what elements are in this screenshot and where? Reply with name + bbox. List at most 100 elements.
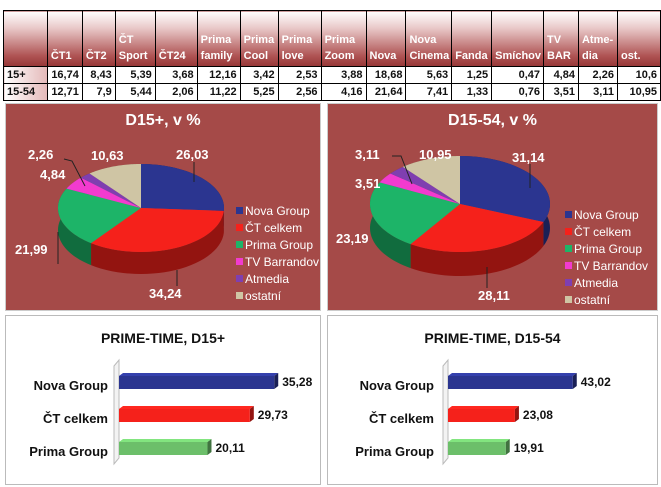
data-label: 43,02 — [581, 375, 611, 389]
table-cell: 10,95 — [616, 83, 661, 101]
pie-slice — [80, 173, 141, 208]
bar-top — [119, 439, 212, 442]
column-header: ČT24 — [154, 10, 198, 67]
table-cell: 1,33 — [451, 83, 493, 101]
leader-line — [63, 158, 86, 187]
table-cell: 5,25 — [239, 83, 279, 101]
legend-swatch — [565, 245, 572, 252]
column-header: Smíchov — [491, 10, 545, 67]
table-cell: 3,51 — [543, 83, 579, 101]
bar-top — [448, 439, 510, 442]
legend-item: ČT celkem — [574, 224, 631, 239]
pie-slice — [402, 156, 460, 204]
share-table: ČT1 ČT2 ČT Sport ČT24 Prima family Prima Cool… — [3, 10, 661, 101]
table-cell: 2,56 — [277, 83, 322, 101]
axis-wall — [113, 358, 120, 466]
category-label: Nova Group — [360, 378, 434, 393]
table-cell: 2,53 — [277, 66, 322, 84]
data-label: 4,84 — [40, 167, 66, 182]
legend-item: ČT celkem — [245, 220, 302, 235]
bar — [119, 442, 208, 455]
column-header: Prima love — [277, 10, 322, 67]
bar-end — [249, 406, 254, 422]
table-cell: 16,74 — [46, 66, 83, 84]
bar-end — [274, 373, 279, 389]
column-header: Fanda — [451, 10, 493, 67]
legend-item: TV Barrandov — [574, 259, 648, 273]
table-cell: 2,26 — [577, 66, 618, 84]
bar-panel-d1554: PRIME-TIME, D15-54 43,02 Nova Group 23,08 Č… — [327, 315, 658, 485]
axis-wall — [442, 358, 449, 466]
pie-slice — [390, 166, 460, 204]
chart-title: D15+, v % — [125, 112, 201, 129]
table-cell: 5,44 — [114, 83, 156, 101]
column-header: ost. — [616, 10, 661, 67]
legend-swatch — [236, 258, 243, 265]
bar — [448, 409, 515, 422]
table-cell: 5,39 — [114, 66, 156, 84]
column-header: Nova — [365, 10, 407, 67]
legend-swatch — [565, 279, 572, 286]
bar — [448, 376, 573, 389]
pie-slice — [460, 156, 550, 223]
table-cell: 0,47 — [491, 66, 545, 84]
legend-item: Prima Group — [245, 238, 313, 252]
chart-title: PRIME-TIME, D15-54 — [424, 330, 561, 346]
column-header: Atme-dia — [577, 10, 618, 67]
table-cell: 3,68 — [154, 66, 198, 84]
table-cell: 18,68 — [365, 66, 407, 84]
column-header: TV BAR — [543, 10, 579, 67]
column-header: Prima Cool — [239, 10, 279, 67]
column-header: Nova Cinema — [405, 10, 453, 67]
legend-swatch — [236, 275, 243, 282]
legend-item: Nova Group — [245, 204, 310, 218]
bar — [119, 409, 250, 422]
bar-top — [448, 406, 519, 409]
category-label: Nova Group — [34, 378, 108, 393]
column-header: Prima family — [196, 10, 241, 67]
data-label: 3,11 — [355, 147, 380, 162]
chart-title: PRIME-TIME, D15+ — [100, 330, 226, 346]
leader-line — [392, 155, 413, 185]
legend-swatch — [565, 228, 572, 235]
legend-item: Atmedia — [574, 276, 618, 290]
table-cell: 8,43 — [81, 66, 116, 84]
data-label: 35,28 — [282, 375, 312, 389]
bar-chart-d15: 35,28 Nova Group 29,73 ČT celkem 20,11 Prima … — [29, 358, 313, 466]
legend-item: ostatní — [574, 293, 611, 307]
table-cell: 4,16 — [320, 83, 367, 101]
pie-slice-side — [410, 222, 544, 276]
pie-panel-d1554: D15-54, v % 31,14 28,11 23,19 3,51 3,11 10,95… — [327, 103, 658, 311]
bar — [448, 442, 506, 455]
table-cell: 0,76 — [491, 83, 545, 101]
table-cell: 3,88 — [320, 66, 367, 84]
legend-item: Nova Group — [574, 208, 639, 222]
table-cell: 21,64 — [365, 83, 407, 101]
column-header: Prima Zoom — [320, 10, 367, 67]
table-cell: 3,42 — [239, 66, 279, 84]
column-header: ČT2 — [81, 10, 116, 67]
table-cell: 7,9 — [81, 83, 116, 101]
pie-slice — [141, 164, 224, 211]
table-cell: 10,6 — [616, 66, 661, 84]
column-header: ČT Sport — [114, 10, 156, 67]
data-label: 19,91 — [514, 441, 544, 455]
table-cell: 11,22 — [196, 83, 241, 101]
pie-chart-d1554: 31,14 28,11 23,19 3,51 3,11 10,95 Nova Group ČT… — [336, 147, 648, 307]
bar-end — [572, 373, 577, 389]
table-row: 15+ 16,74 8,43 5,39 3,68 12,16 3,42 2,53 3,88 18,… — [3, 66, 661, 84]
data-label: 26,03 — [176, 147, 209, 162]
table-cell: 12,16 — [196, 66, 241, 84]
legend-swatch — [565, 211, 572, 218]
pie-slice — [370, 182, 460, 245]
data-label: 10,63 — [91, 148, 124, 163]
legend-item: TV Barrandov — [245, 255, 319, 269]
legend-swatch — [565, 296, 572, 303]
bar-chart-d1554: 43,02 Nova Group 23,08 ČT celkem 19,91 Prima … — [355, 358, 611, 466]
row-label: 15+ — [3, 66, 48, 84]
pie-slice — [89, 164, 141, 208]
legend-item: Prima Group — [574, 242, 642, 256]
legend-item: Atmedia — [245, 272, 289, 286]
category-label: ČT celkem — [43, 411, 108, 426]
bar-end — [207, 439, 212, 455]
